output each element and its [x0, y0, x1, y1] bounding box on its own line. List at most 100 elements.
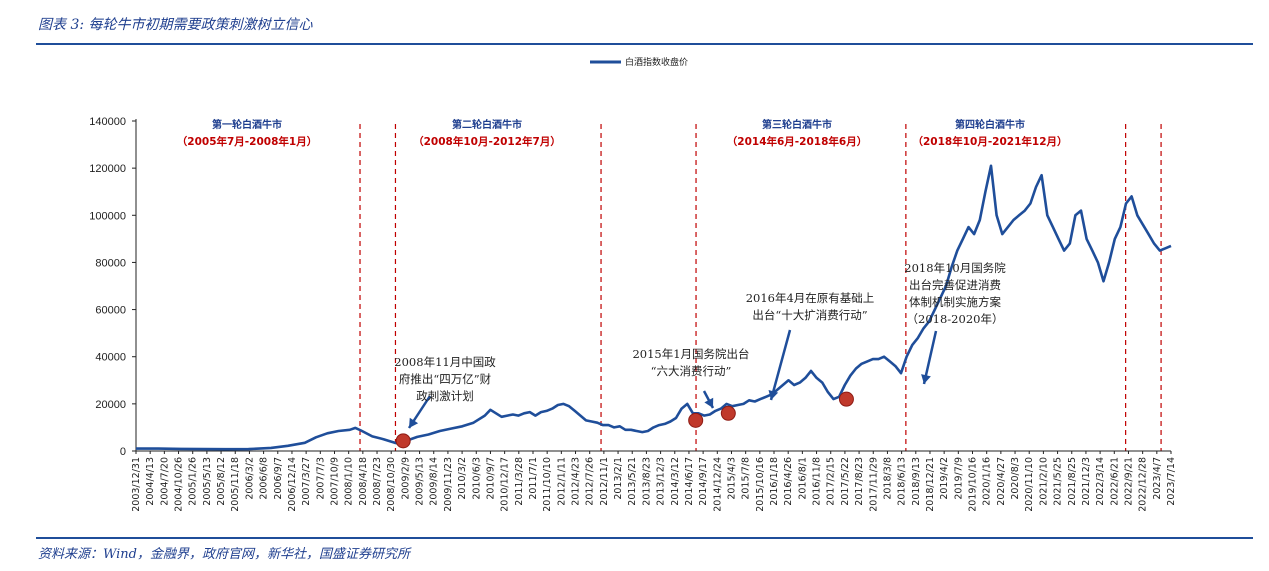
x-tick-label: 2012/11/1	[599, 457, 610, 506]
x-tick-label: 2014/12/24	[712, 457, 723, 512]
annotation-text: 2015年1月国务院出台	[632, 347, 749, 361]
event-marker	[688, 412, 704, 428]
x-tick-label: 2011/7/1	[528, 457, 539, 500]
x-tick-label: 2004/4/13	[145, 457, 156, 506]
x-tick-label: 2018/6/13	[897, 457, 908, 506]
y-tick-label: 80000	[95, 257, 126, 269]
x-tick-label: 2013/2/1	[613, 457, 624, 500]
legend-label: 白酒指数收盘价	[625, 56, 688, 68]
x-tick-label: 2022/3/14	[1095, 457, 1106, 506]
x-tick-label: 2012/7/26	[585, 457, 596, 506]
x-tick-label: 2006/9/7	[273, 457, 284, 500]
x-tick-label: 2014/3/12	[670, 457, 681, 506]
x-tick-label: 2016/4/26	[783, 457, 794, 506]
y-tick-label: 140000	[89, 116, 126, 128]
x-tick-label: 2006/6/8	[259, 457, 270, 500]
x-tick-label: 2013/8/23	[641, 457, 652, 506]
x-tick-label: 2010/3/2	[457, 457, 468, 500]
annotation-text: 出台完善促进消费	[909, 278, 1001, 292]
x-tick-label: 2021/8/25	[1067, 457, 1078, 506]
x-tick-label: 2006/3/2	[244, 457, 255, 500]
x-tick-label: 2009/8/14	[429, 457, 440, 506]
source-note: 资料来源：Wind，金融界，政府官网，新华社，国盛证券研究所	[38, 547, 410, 562]
x-tick-label: 2018/3/8	[882, 457, 893, 500]
x-tick-label: 2005/11/18	[230, 457, 241, 512]
x-tick-label: 2020/1/16	[982, 457, 993, 506]
annotation-text: “六大消费行动”	[651, 364, 732, 378]
x-tick-label: 2011/10/10	[542, 457, 553, 512]
x-tick-label: 2013/12/3	[656, 457, 667, 506]
annotation-text: 政刺激计划	[416, 389, 474, 403]
annotation-text: 府推出“四万亿”财	[399, 372, 491, 386]
x-tick-label: 2014/6/17	[684, 457, 695, 506]
annotation-arrowhead	[768, 390, 779, 400]
x-tick-label: 2022/9/21	[1123, 457, 1134, 506]
event-marker	[720, 405, 736, 421]
x-tick-label: 2015/7/8	[741, 457, 752, 500]
y-tick-label: 40000	[95, 352, 126, 364]
annotation-text: 出台“十大扩消费行动”	[752, 308, 867, 322]
x-tick-label: 2003/12/31	[131, 457, 142, 512]
x-tick-label: 2009/2/9	[400, 457, 411, 500]
phase-dividers	[359, 124, 1162, 451]
x-tick-label: 2017/8/23	[854, 457, 865, 506]
x-tick-label: 2017/11/29	[868, 457, 879, 512]
x-tick-label: 2016/11/8	[812, 457, 823, 506]
x-tick-label: 2010/9/7	[485, 457, 496, 500]
x-tick-label: 2012/1/11	[556, 457, 567, 506]
x-tick-label: 2015/10/16	[755, 457, 766, 512]
x-tick-label: 2006/12/14	[287, 457, 298, 512]
source-rule	[36, 537, 1253, 539]
annotation-arrow	[769, 329, 792, 401]
phase-labels: 第一轮白酒牛市 （2005年7月-2008年1月） 第二轮白酒牛市 （2008年10月…	[177, 118, 1068, 148]
x-tick-label: 2021/2/10	[1038, 457, 1049, 506]
x-tick-label: 2022/12/28	[1138, 457, 1149, 512]
annotation-text: 2016年4月在原有基础上	[746, 291, 875, 305]
x-tick-label: 2022/6/21	[1109, 457, 1120, 506]
event-marker	[395, 433, 411, 449]
y-axis: 0 20000 40000 60000 80000 100000 120000 140000	[89, 116, 137, 458]
x-tick-label: 2016/8/1	[797, 457, 808, 500]
phase-title: 第四轮白酒牛市	[955, 118, 1025, 131]
x-tick-label: 2023/7/14	[1166, 457, 1177, 506]
x-tick-label: 2018/9/13	[911, 457, 922, 506]
x-tick-label: 2010/6/3	[471, 457, 482, 500]
x-tick-label: 2005/8/12	[216, 457, 227, 506]
x-tick-label: 2023/4/7	[1152, 457, 1163, 500]
x-tick-label: 2014/9/17	[698, 457, 709, 506]
y-tick-label: 20000	[95, 399, 126, 411]
x-tick-label: 2008/1/10	[344, 457, 355, 506]
y-tick-label: 100000	[89, 210, 126, 222]
x-tick-label: 2016/1/18	[769, 457, 780, 506]
annotation-text: 2018年10月国务院	[904, 261, 1006, 275]
x-tick-label: 2020/4/27	[996, 457, 1007, 506]
x-tick-label: 2013/5/21	[627, 457, 638, 506]
annotation-arrow	[922, 330, 938, 385]
x-tick-label: 2005/5/13	[202, 457, 213, 506]
x-tick-label: 2004/7/20	[159, 457, 170, 506]
x-tick-label: 2020/8/3	[1010, 457, 1021, 500]
x-tick-label: 2020/11/10	[1024, 457, 1035, 512]
phase-title: 第三轮白酒牛市	[762, 118, 832, 131]
x-tick-label: 2021/5/25	[1053, 457, 1064, 506]
x-tick-label: 2019/10/16	[968, 457, 979, 512]
annotation-text: 体制机制实施方案	[909, 295, 1001, 309]
title-rule	[36, 43, 1253, 45]
phase-title: 第一轮白酒牛市	[212, 118, 282, 131]
annotation-arrowhead	[704, 397, 714, 408]
y-tick-label: 120000	[89, 163, 126, 175]
x-tick-label: 2017/2/15	[826, 457, 837, 506]
x-tick-label: 2015/4/3	[726, 457, 737, 500]
x-tick-label: 2012/4/23	[571, 457, 582, 506]
y-tick-label: 0	[120, 446, 126, 458]
phase-title: 第二轮白酒牛市	[452, 118, 522, 131]
phase-range: （2008年10月-2012年7月）	[413, 135, 561, 148]
annotation-arrowhead	[921, 374, 931, 384]
x-tick-label: 2007/10/9	[329, 457, 340, 506]
y-tick-label: 60000	[95, 305, 126, 317]
x-tick-label: 2009/5/13	[415, 457, 426, 506]
chart-legend: 白酒指数收盘价	[590, 56, 688, 68]
phase-range: （2005年7月-2008年1月）	[177, 135, 317, 148]
